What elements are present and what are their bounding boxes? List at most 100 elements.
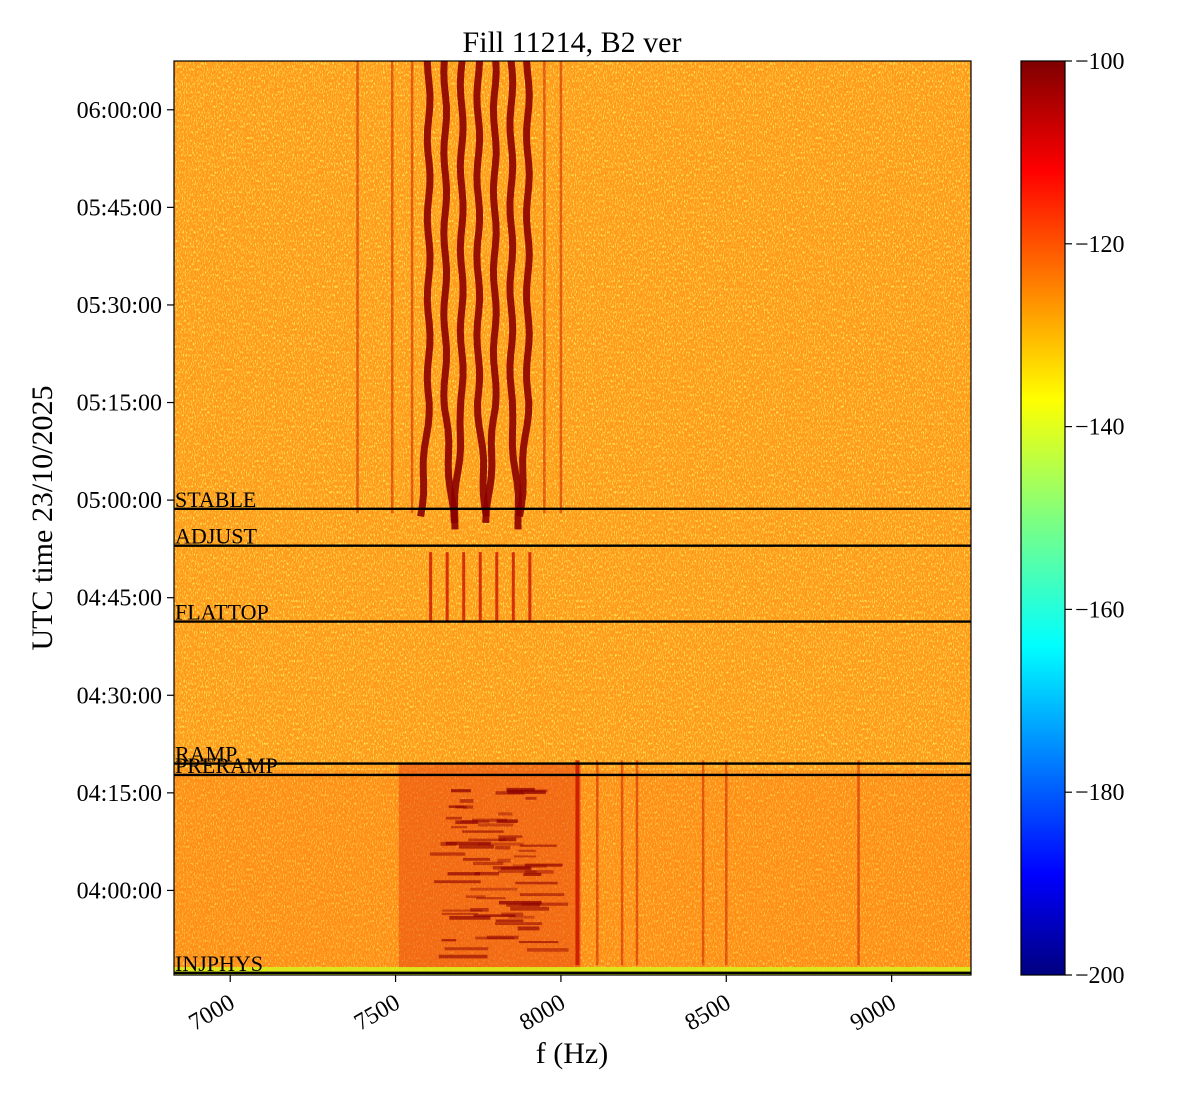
ramp-streak: [521, 902, 569, 906]
x-tick-label: 9000: [846, 990, 901, 1037]
ramp-streak: [518, 849, 536, 852]
ramp-streak: [447, 872, 481, 876]
colorbar: [1020, 60, 1066, 976]
ramp-streak: [448, 805, 464, 808]
ramp-streak: [498, 835, 523, 838]
ramp-streak: [441, 912, 479, 915]
y-axis: 04:00:00 04:15:00 04:30:00 04:45:00 05:00:00…: [77, 98, 174, 904]
y-tick-label: 04:45:00: [77, 586, 162, 612]
x-tick-label: 7000: [185, 990, 240, 1037]
colorbar-tick-label: −120: [1075, 232, 1125, 258]
ramp-streak: [496, 819, 518, 823]
ramp-streak: [462, 857, 491, 861]
ramp-streak: [441, 939, 457, 942]
colorbar-tick-label: −180: [1075, 780, 1125, 806]
ramp-streak: [498, 870, 537, 873]
ramp-streak: [498, 900, 542, 905]
spectral-line-strong: [473, 61, 490, 517]
ramp-streak: [525, 870, 554, 874]
ramp-streak: [473, 861, 504, 866]
ramp-streak: [508, 915, 535, 919]
spectral-line-strong: [450, 61, 467, 530]
y-tick-label: 05:00:00: [77, 488, 162, 514]
ramp-streak: [455, 820, 479, 825]
y-tick-label: 05:45:00: [77, 195, 162, 221]
ramp-streak: [472, 818, 508, 822]
ramp-streak: [495, 919, 524, 923]
y-tick-label: 04:15:00: [77, 781, 162, 807]
colorbar-tick-label: −160: [1075, 597, 1125, 623]
y-axis-label: UTC time 23/10/2025: [26, 386, 59, 651]
x-tick-label: 8000: [515, 990, 570, 1037]
ramp-streak: [498, 812, 513, 816]
ramp-streak: [523, 872, 542, 876]
ramp-streak: [450, 789, 471, 793]
ramp-streak: [473, 914, 516, 917]
spectral-line-strong: [440, 61, 458, 524]
ramp-streak: [498, 837, 517, 842]
ramp-streak: [459, 799, 474, 803]
ramp-streak: [510, 906, 550, 911]
ramp-streak: [495, 845, 511, 850]
colorbar-tick-label: −200: [1075, 963, 1125, 989]
ramp-streak: [526, 948, 569, 952]
ramp-streak: [486, 935, 519, 940]
ramp-streak: [442, 909, 483, 912]
ramp-streak: [451, 826, 468, 829]
ramp-streak: [458, 844, 494, 849]
ramp-streak: [513, 855, 537, 858]
ramp-streak: [465, 895, 486, 899]
ramp-streak: [445, 816, 462, 820]
spectral-line-strong: [506, 61, 522, 530]
ramp-streak: [445, 841, 491, 846]
spectral-line-strong: [417, 61, 434, 517]
ramp-streak: [497, 858, 511, 863]
colorbar-tick-label: −100: [1075, 49, 1125, 75]
ramp-streak: [518, 941, 559, 944]
y-tick-label: 04:00:00: [77, 878, 162, 904]
ramp-streak: [506, 787, 535, 792]
phase-label: RAMP: [175, 742, 237, 767]
y-tick-label: 05:30:00: [77, 293, 162, 319]
ramp-streak: [519, 844, 557, 847]
ramp-streak: [430, 852, 466, 856]
x-tick-label: 7500: [350, 990, 405, 1037]
ramp-streak: [517, 926, 540, 931]
colorbar-axis: −100 −120 −140 −160 −180 −200: [1065, 49, 1125, 989]
ramp-streak: [434, 880, 481, 884]
ramp-streak: [444, 947, 489, 951]
ramp-streak: [501, 912, 524, 917]
ramp-streak: [507, 790, 546, 794]
y-tick-label: 04:30:00: [77, 683, 162, 709]
phase-label: PRERAMP: [175, 753, 278, 778]
ramp-streak: [477, 842, 524, 846]
ramp-streak: [506, 903, 541, 907]
phase-label: STABLE: [175, 487, 256, 512]
ramp-streak: [468, 838, 506, 842]
ramp-streak: [474, 871, 500, 876]
plot-frame: [173, 60, 972, 976]
ramp-streak: [470, 887, 518, 891]
x-axis-label: f (Hz): [536, 1037, 608, 1070]
chart-title: Fill 11214, B2 ver: [463, 26, 682, 59]
x-tick-label: 8500: [681, 990, 736, 1037]
ramp-streak: [519, 893, 565, 897]
ramp-streak: [500, 866, 532, 871]
phase-label: INJPHYS: [175, 951, 263, 976]
ramp-streak: [438, 954, 488, 959]
ramp-streak: [470, 908, 489, 912]
colorbar-tick-label: −140: [1075, 415, 1125, 441]
y-tick-label: 05:15:00: [77, 391, 162, 417]
ramp-streak: [478, 823, 514, 827]
phase-label: FLATTOP: [175, 600, 269, 625]
ramp-streak: [440, 841, 457, 846]
y-tick-label: 06:00:00: [77, 98, 162, 124]
injection-noise-row: [174, 967, 971, 975]
ramp-streak: [462, 830, 504, 833]
ramp-streak: [506, 789, 548, 793]
ramp-streak: [524, 863, 563, 867]
